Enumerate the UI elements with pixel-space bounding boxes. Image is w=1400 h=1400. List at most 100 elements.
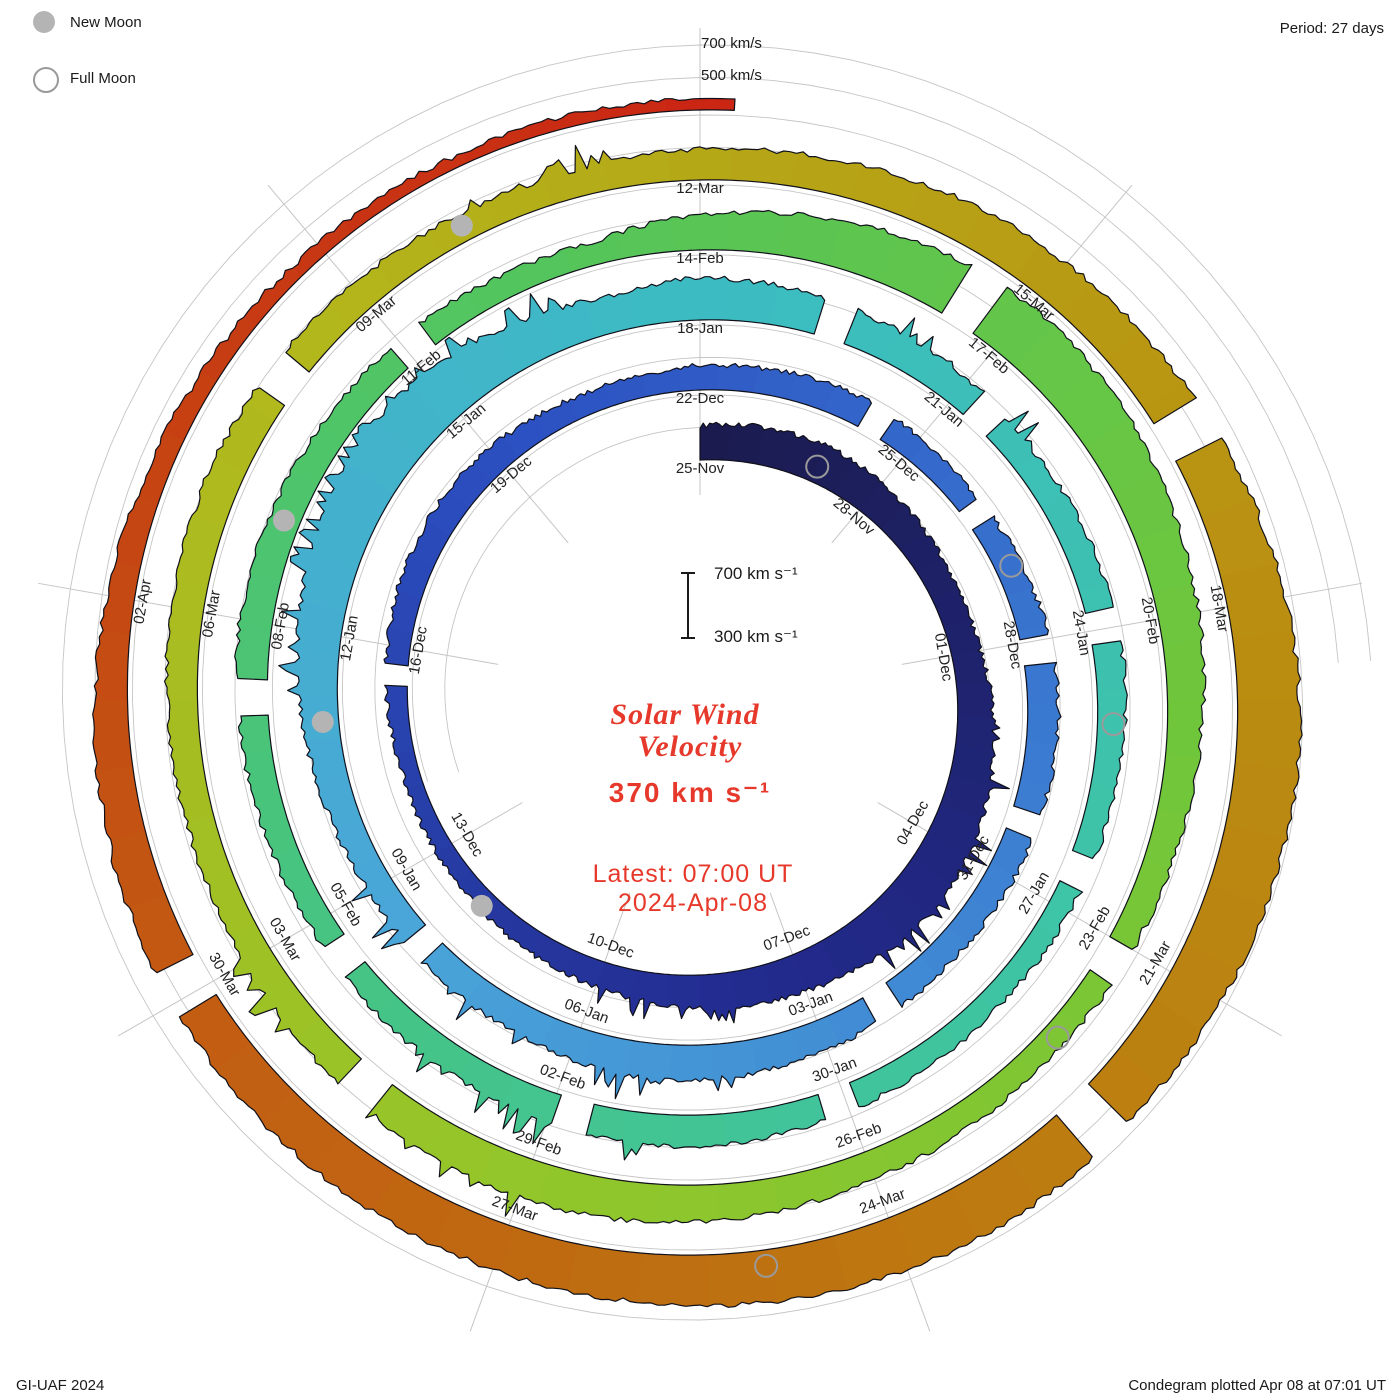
velocity-band-segment — [377, 229, 444, 289]
date-label: 02-Feb — [537, 1061, 587, 1093]
velocity-band-segment — [862, 1053, 917, 1102]
chart-title-line1: Solar Wind — [610, 698, 760, 731]
velocity-band-segment — [203, 870, 256, 937]
velocity-band-segment — [92, 699, 133, 771]
velocity-band-segment — [790, 151, 862, 200]
velocity-band-segment — [384, 685, 409, 719]
date-label: 06-Jan — [562, 996, 611, 1028]
velocity-band-segment — [667, 146, 733, 182]
date-label: 22-Dec — [676, 390, 725, 407]
velocity-band-segment — [879, 1120, 944, 1171]
velocity-band-segment — [270, 846, 319, 903]
velocity-band-segment — [401, 152, 469, 195]
velocity-band-segment — [680, 276, 730, 322]
velocity-band-segment — [1232, 630, 1301, 701]
plotted-timestamp-label: Condegram plotted Apr 08 at 07:01 UT — [1128, 1377, 1386, 1394]
velocity-band-segment — [827, 1145, 891, 1196]
period-label: Period: 27 days — [1279, 20, 1384, 37]
full-moon-marker — [805, 454, 830, 479]
band-outline — [885, 827, 1032, 1008]
band-outline — [971, 515, 1049, 641]
band-outline — [344, 961, 562, 1145]
velocity-band-segment — [1234, 699, 1303, 771]
latest-time-label: Latest: 07:00 UT — [592, 860, 794, 888]
band-outline — [384, 421, 1010, 1024]
band-outline — [285, 144, 1197, 425]
scalebar-bottom-label: 300 km s⁻¹ — [714, 627, 798, 646]
velocity-band-segment — [463, 125, 533, 163]
full-moon-marker — [754, 1253, 779, 1278]
velocity-band-segment — [711, 1039, 757, 1092]
date-label: 24-Jan — [1069, 609, 1094, 657]
band-outline — [383, 363, 872, 667]
date-label: 30-Jan — [810, 1054, 859, 1086]
velocity-band-segment — [706, 1248, 778, 1308]
velocity-band-segment — [110, 831, 167, 908]
band-outline — [278, 275, 826, 950]
full-moon-marker — [1101, 712, 1126, 737]
velocity-band-segment — [680, 363, 720, 392]
band-outline — [972, 286, 1207, 950]
latest-date-label: 2024-Apr-08 — [618, 889, 768, 917]
velocity-band-segment — [292, 220, 353, 278]
velocity-band-segment — [513, 247, 573, 292]
band-outline — [1087, 437, 1303, 1122]
velocity-band-segment — [770, 1235, 848, 1304]
band-outline — [92, 97, 736, 974]
velocity-band-segment — [951, 650, 991, 686]
velocity-band-segment — [717, 363, 760, 394]
velocity-band-segment — [668, 1044, 714, 1083]
velocity-band-segment — [234, 623, 272, 681]
band-outline — [1013, 661, 1062, 816]
full-moon-marker — [1045, 1025, 1070, 1050]
velocity-band-segment — [751, 1029, 799, 1073]
legend-full-moon-label: Full Moon — [70, 70, 136, 87]
grid-spiral-700 — [62, 44, 1372, 1321]
new-moon-marker — [470, 894, 493, 917]
velocity-bands — [92, 98, 1303, 1308]
current-velocity-value: 370 km s⁻¹ — [608, 777, 772, 808]
velocity-band-segment — [167, 699, 203, 762]
full-moon-marker — [999, 553, 1024, 578]
new-moon-icon — [33, 11, 55, 33]
velocity-band-segment — [238, 714, 272, 754]
velocity-band-segment — [699, 422, 733, 461]
credit-label: GI-UAF 2024 — [16, 1377, 105, 1394]
velocity-band-segment — [753, 365, 798, 401]
chart-title-line2: Velocity — [637, 730, 743, 763]
outer-scale-700-label: 700 km/s — [701, 35, 762, 52]
date-label: 25-Nov — [676, 460, 725, 477]
velocity-band-segment — [1025, 703, 1062, 747]
moon-markers — [273, 214, 1126, 1278]
velocity-band-segment — [671, 212, 729, 252]
velocity-band-segment — [726, 279, 779, 325]
new-moon-marker — [450, 214, 473, 237]
band-outlines — [92, 97, 1303, 1308]
velocity-band-segment — [407, 782, 436, 821]
velocity-band-segment — [956, 682, 995, 718]
band-outline — [418, 209, 973, 346]
legend-new-moon-label: New Moon — [70, 14, 142, 31]
velocity-band-segment — [622, 1110, 677, 1161]
band-outline — [848, 880, 1084, 1108]
date-label: 18-Jan — [677, 320, 723, 337]
date-label: 12-Mar — [676, 180, 724, 197]
velocity-band-segment — [772, 1164, 837, 1214]
velocity-band-segment — [725, 210, 786, 256]
band-outline — [234, 347, 409, 681]
scalebar-top-label: 700 km s⁻¹ — [714, 564, 798, 583]
velocity-band-segment — [1162, 641, 1206, 701]
velocity-band-segment — [129, 894, 194, 973]
full-moon-icon — [33, 67, 59, 93]
date-label: 14-Feb — [676, 250, 724, 267]
outer-scale-500-label: 500 km/s — [701, 67, 762, 84]
velocity-band-segment — [624, 1040, 673, 1096]
band-outline — [879, 418, 977, 513]
new-moon-marker — [311, 710, 334, 733]
velocity-band-segment — [243, 267, 302, 328]
velocity-band-segment — [663, 974, 701, 1020]
velocity-band-segment — [978, 960, 1027, 1011]
date-label: 10-Dec — [585, 929, 637, 962]
band-outline — [843, 307, 986, 416]
